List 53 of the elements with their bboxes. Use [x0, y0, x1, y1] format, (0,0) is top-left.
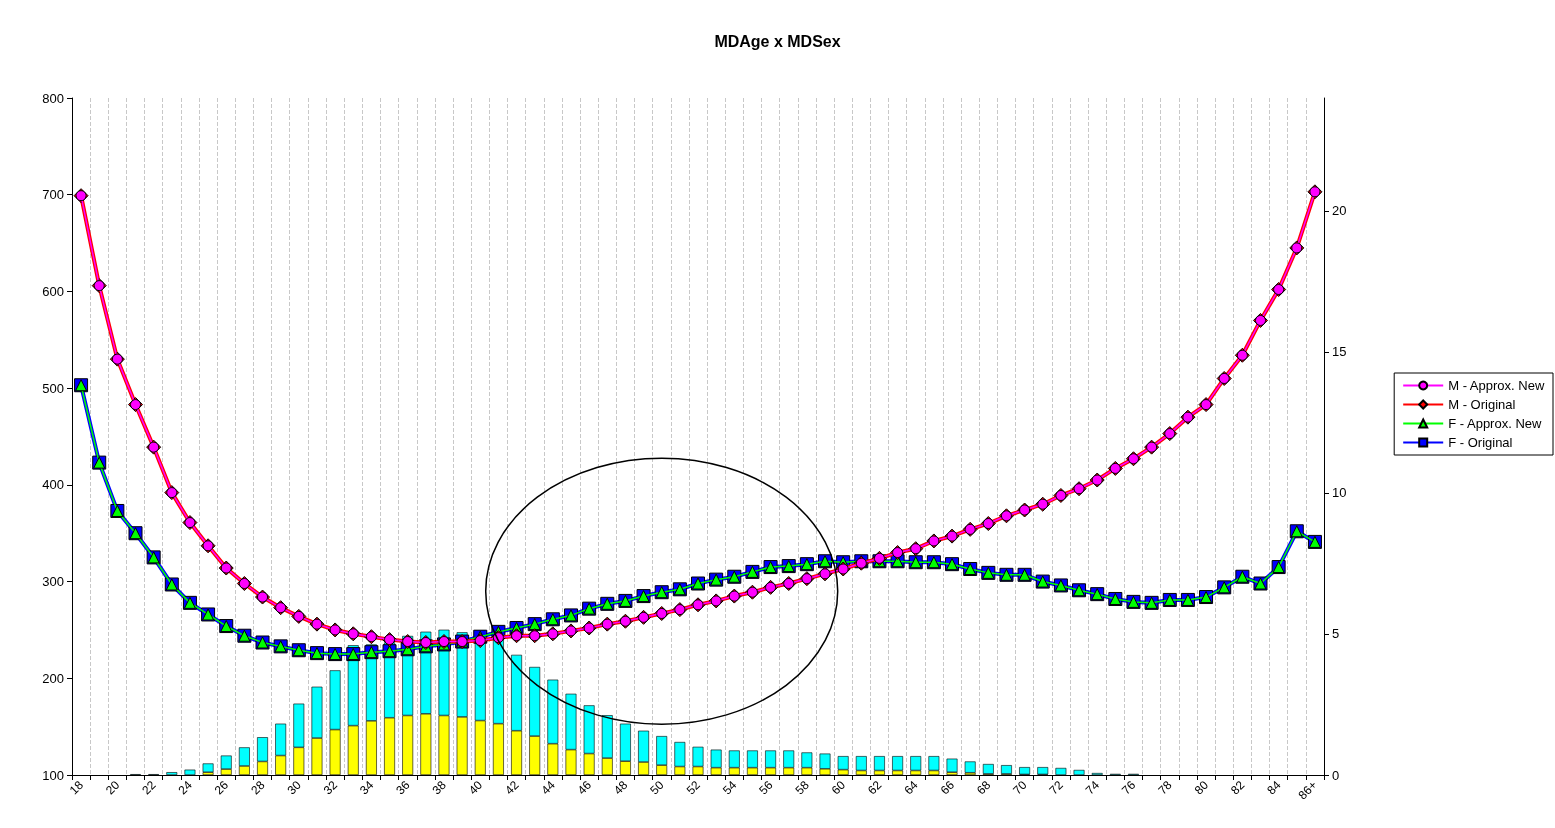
x-tick-label: 36 — [393, 777, 413, 798]
x-tick-label: 24 — [175, 777, 196, 798]
y2-tick-label: 5 — [1332, 626, 1340, 642]
x-tick-label: 38 — [429, 777, 450, 798]
y2-tick-label: 0 — [1332, 767, 1340, 783]
x-tick-label: 56 — [756, 777, 776, 798]
x-tick-label: 26 — [211, 777, 232, 798]
x-tick-label: 54 — [719, 777, 740, 798]
y2-tick-label: 15 — [1332, 344, 1347, 360]
legend-label: F - Original — [1448, 435, 1513, 450]
chart-title: MDAge x MDSex — [714, 32, 841, 50]
x-tick-label: 22 — [139, 777, 159, 798]
x-tick-label: 74 — [1082, 777, 1103, 798]
legend-label: M - Approx. New — [1448, 378, 1545, 393]
x-tick-label: 78 — [1155, 777, 1175, 798]
x-tick-label: 28 — [248, 777, 268, 798]
x-tick-label: 32 — [320, 777, 341, 798]
x-tick-label: 50 — [647, 777, 667, 798]
y-tick-label: 500 — [42, 380, 64, 396]
legend-label: M - Original — [1448, 397, 1516, 412]
x-tick-label: 20 — [102, 777, 123, 798]
y-tick-label: 600 — [42, 283, 64, 299]
y-tick-label: 300 — [42, 574, 64, 590]
x-tick-label: 62 — [865, 777, 885, 798]
y-tick-label: 100 — [42, 767, 64, 783]
x-tick-label: 44 — [538, 777, 559, 798]
y2-tick-label: 10 — [1332, 485, 1347, 501]
x-tick-label: 30 — [284, 777, 304, 798]
y-tick-label: 400 — [42, 477, 64, 493]
x-tick-label: 64 — [901, 777, 921, 798]
y-tick-label: 200 — [42, 670, 64, 686]
x-tick-label: 66 — [937, 777, 958, 798]
y2-tick-label: 20 — [1332, 203, 1347, 219]
y-tick-label: 700 — [42, 187, 64, 203]
x-tick-label: 68 — [973, 777, 994, 798]
x-tick-label: 48 — [611, 777, 631, 798]
x-tick-label: 40 — [465, 777, 486, 798]
x-tick-label: 42 — [502, 777, 522, 798]
legend-label: F - Approx. New — [1448, 416, 1543, 431]
x-tick-label: 72 — [1046, 777, 1067, 798]
x-tick-label: 52 — [683, 777, 704, 798]
x-tick-label: 34 — [357, 777, 377, 798]
x-tick-label: 86+ — [1295, 778, 1320, 803]
x-tick-label: 60 — [828, 777, 849, 798]
y-tick-label: 800 — [42, 90, 64, 106]
x-tick-label: 84 — [1264, 777, 1284, 798]
x-tick-label: 58 — [792, 777, 813, 798]
x-tick-label: 70 — [1010, 777, 1030, 798]
x-tick-label: 82 — [1227, 777, 1248, 798]
x-tick-label: 18 — [66, 777, 87, 798]
x-tick-label: 76 — [1119, 777, 1139, 798]
x-tick-label: 80 — [1191, 777, 1212, 798]
x-tick-label: 46 — [574, 777, 595, 798]
